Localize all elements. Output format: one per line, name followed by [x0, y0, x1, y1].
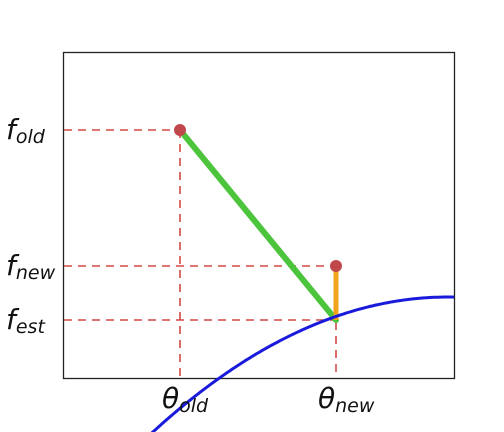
label-f-old: fold [6, 113, 46, 148]
plot-frame [62, 51, 456, 380]
label-f-new: fnew [6, 249, 56, 284]
point-new [330, 260, 342, 272]
point-old [174, 124, 186, 136]
tangent-line [177, 127, 339, 323]
label-f-est: fest [6, 303, 46, 338]
label-theta-old: θold [162, 382, 209, 417]
label-theta-new: θnew [318, 382, 375, 417]
function-curve [150, 295, 455, 432]
